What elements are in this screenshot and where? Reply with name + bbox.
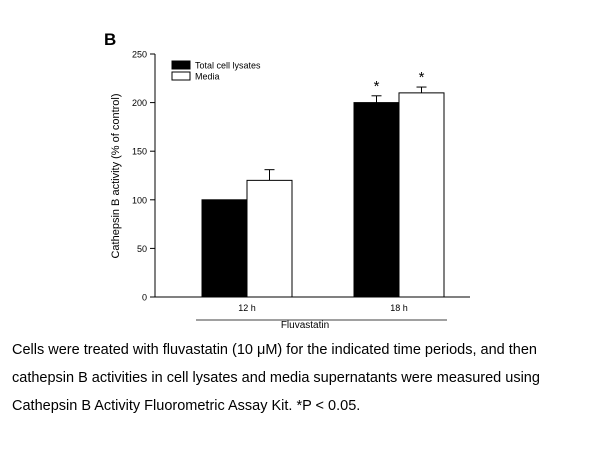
x-tick-label-12h: 12 h bbox=[238, 303, 256, 313]
figure-caption: Cells were treated with fluvastatin (10 … bbox=[12, 336, 602, 420]
bar-media-12h bbox=[246, 179, 293, 298]
significance-marker: * bbox=[419, 69, 425, 86]
x-axis-label: Fluvastatin bbox=[281, 320, 329, 331]
legend-label-total-cell-lysates: Total cell lysates bbox=[195, 61, 261, 71]
legend-swatch-media bbox=[171, 71, 191, 81]
bar-media-18h bbox=[398, 92, 445, 298]
caption-line-2: cathepsin B activities in cell lysates a… bbox=[12, 370, 540, 386]
chart-axes: 0 50 100 150 200 250 12 h 18 h bbox=[132, 50, 470, 321]
y-tick-label-0: 0 bbox=[142, 293, 147, 303]
x-tick-label-18h: 18 h bbox=[390, 303, 408, 313]
caption-line-1: Cells were treated with fluvastatin (10 … bbox=[12, 342, 537, 358]
bar-total-cell-lysates-18h bbox=[353, 102, 400, 298]
y-tick-label-200: 200 bbox=[132, 98, 147, 108]
y-tick-label-100: 100 bbox=[132, 195, 147, 205]
significance-marker: * bbox=[374, 78, 380, 95]
y-tick-label-50: 50 bbox=[137, 244, 147, 254]
legend-label-media: Media bbox=[195, 72, 220, 82]
chart-bars: ** bbox=[201, 69, 445, 298]
bar-total-cell-lysates-12h bbox=[201, 199, 248, 298]
legend-swatch-total-cell-lysates bbox=[171, 60, 191, 70]
panel-label: B bbox=[104, 30, 117, 49]
y-tick-label-150: 150 bbox=[132, 147, 147, 157]
y-tick-label-250: 250 bbox=[132, 50, 147, 60]
y-axis-label: Cathepsin B activity (% of control) bbox=[110, 93, 122, 258]
caption-line-3: Cathepsin B Activity Fluorometric Assay … bbox=[12, 398, 361, 414]
